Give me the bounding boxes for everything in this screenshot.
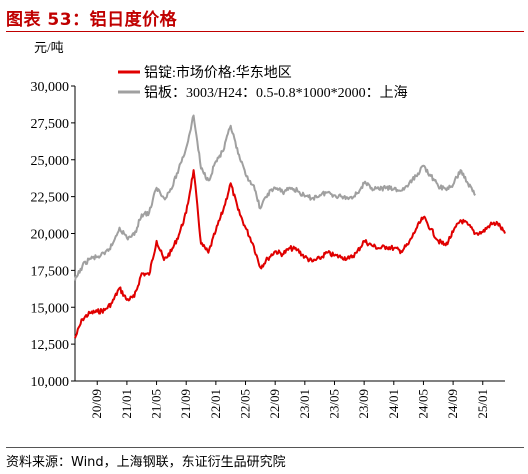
chart-title: 图表 53：铝日度价格 <box>6 10 178 30</box>
x-tick-label: 20/09 <box>89 389 104 419</box>
source-note: 资料来源：Wind，上海钢联，东证衍生品研究院 <box>6 455 286 470</box>
x-tick-label: 21/09 <box>178 389 193 419</box>
x-axis: 20/09 21/01 21/05 21/09 22/01 22/05 22/09 23/01… <box>75 380 505 419</box>
y-tick-label: 10,000 <box>31 375 70 390</box>
source-divider <box>6 447 524 448</box>
legend-label-2: 铝板：3003/H24：0.5-0.8*1000*2000：上海 <box>144 85 408 101</box>
y-tick-label: 15,000 <box>31 301 70 316</box>
legend-label-1: 铝锭:市场价格:华东地区 <box>144 64 292 81</box>
x-tick-label: 23/09 <box>356 389 371 419</box>
y-axis: 10,000 12,500 15,000 17,500 20,000 22,500 25,0… <box>31 80 76 390</box>
y-tick-label: 22,500 <box>31 191 70 206</box>
x-tick-label: 25/01 <box>475 389 490 419</box>
x-tick-label: 21/01 <box>119 389 134 419</box>
title-divider <box>6 31 524 32</box>
y-tick-label: 12,500 <box>31 338 70 353</box>
series-lines <box>74 114 506 339</box>
x-tick-label: 23/01 <box>297 389 312 419</box>
x-tick-label: 22/01 <box>208 389 223 419</box>
x-tick-label: 23/05 <box>326 389 341 419</box>
y-tick-label: 27,500 <box>31 117 70 132</box>
x-tick-label: 22/09 <box>267 389 282 419</box>
x-tick-label: 24/09 <box>445 389 460 419</box>
series-line-2 <box>74 114 476 281</box>
y-tick-label: 20,000 <box>31 228 70 243</box>
series-line-1 <box>74 169 506 339</box>
x-tick-label: 24/05 <box>415 389 430 419</box>
y-tick-label: 17,500 <box>31 264 70 279</box>
y-unit-label: 元/吨 <box>34 40 64 55</box>
x-tick-label: 24/01 <box>386 389 401 419</box>
x-tick-label: 21/05 <box>149 389 164 419</box>
legend: 铝锭:市场价格:华东地区铝板：3003/H24：0.5-0.8*1000*200… <box>118 64 408 101</box>
y-tick-label: 30,000 <box>31 80 70 95</box>
x-tick-label: 22/05 <box>238 389 253 419</box>
y-tick-label: 25,000 <box>31 154 70 169</box>
